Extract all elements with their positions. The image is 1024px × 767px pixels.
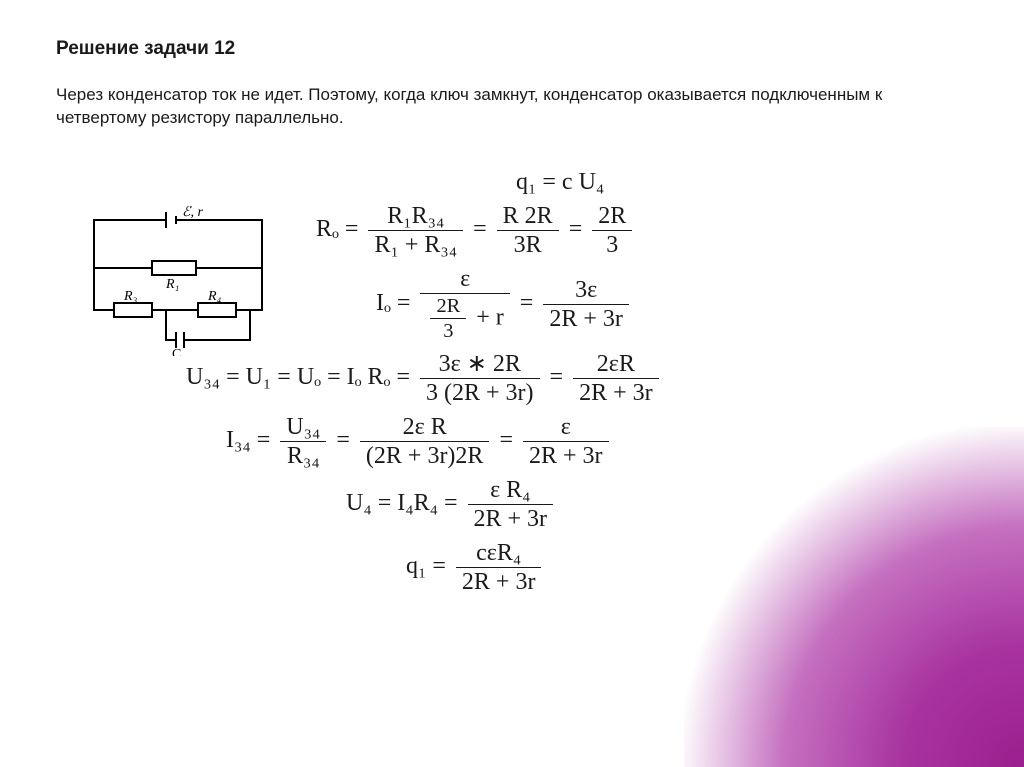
circuit-diagram: ℰ, r R₁ R₃ R₄ C	[80, 206, 276, 356]
eq-i34: I₃₄ = U₃₄R₃₄ = 2ε R(2R + 3r)2R = ε2R + 3…	[226, 415, 968, 468]
slide-title: Решение задачи 12	[56, 38, 968, 60]
label-r3: R₃	[123, 289, 138, 304]
label-c: C	[172, 347, 181, 356]
eq-i34-lhs: I₃₄	[226, 427, 251, 453]
slide-content: Решение задачи 12 Через конденсатор ток …	[0, 0, 1024, 642]
main-row: ℰ, r R₁ R₃ R₄ C q₁ = c U₄ Rₒ = R₁R₃₄R₁ +…	[56, 170, 968, 604]
eq-u4-lhs: U₄ = I₄R₄	[346, 490, 438, 516]
eq-q1f-lhs: q₁	[406, 553, 426, 579]
eq-u4: U₄ = I₄R₄ = ε R₄2R + 3r	[316, 478, 968, 531]
label-emf: ℰ, r	[182, 206, 203, 220]
eq-io: Iₒ = ε 2R3 + r = 3ε2R + 3r	[316, 267, 968, 342]
label-r1: R₁	[165, 277, 179, 292]
eq-q1-lhs: q₁	[516, 169, 536, 195]
eq-q1-rhs: c U₄	[562, 169, 604, 195]
eq-ro: Rₒ = R₁R₃₄R₁ + R₃₄ = R 2R3R = 2R3	[316, 204, 968, 257]
eq-ro-lhs: Rₒ	[316, 216, 339, 242]
eq-q1-final: q₁ = cεR₄2R + 3r	[316, 541, 968, 594]
slide-body: Через конденсатор ток не идет. Поэтому, …	[56, 84, 968, 130]
equations: q₁ = c U₄ Rₒ = R₁R₃₄R₁ + R₃₄ = R 2R3R = …	[316, 170, 968, 604]
label-r4: R₄	[207, 289, 222, 304]
eq-io-lhs: Iₒ	[376, 290, 391, 316]
eq-u34: U₃₄ = U₁ = Uₒ = Iₒ Rₒ = 3ε ∗ 2R3 (2R + 3…	[186, 352, 968, 405]
eq-u34-lhs: U₃₄ = U₁ = Uₒ = Iₒ Rₒ	[186, 364, 390, 390]
eq-q1: q₁ = c U₄	[316, 170, 968, 194]
